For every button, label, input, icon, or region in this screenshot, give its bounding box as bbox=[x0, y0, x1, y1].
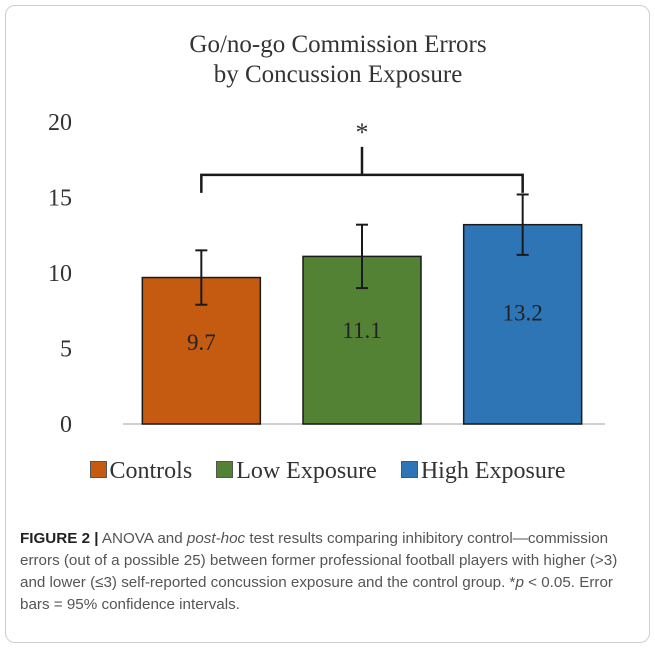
data-label-high-exposure: 13.2 bbox=[503, 300, 543, 325]
chart-title-line-1: Go/no-go Commission Errors bbox=[189, 31, 486, 58]
data-label-low-exposure: 11.1 bbox=[342, 318, 381, 343]
legend-label-low-exposure: Low Exposure bbox=[236, 458, 377, 484]
legend-swatch-low-exposure bbox=[216, 461, 233, 478]
legend-item-high-exposure: High Exposure bbox=[401, 458, 566, 485]
y-tick-label-10: 10 bbox=[48, 261, 72, 287]
figure-label: FIGURE 2 | bbox=[20, 530, 99, 547]
legend-item-low-exposure: Low Exposure bbox=[216, 458, 377, 485]
legend-swatch-high-exposure bbox=[401, 461, 418, 478]
caption-text-1: ANOVA and bbox=[99, 530, 187, 547]
legend-swatch-controls bbox=[90, 461, 107, 478]
legend-label-controls: Controls bbox=[110, 458, 193, 484]
y-tick-label-20: 20 bbox=[48, 110, 72, 136]
y-tick-label-15: 15 bbox=[48, 186, 72, 212]
y-tick-label-0: 0 bbox=[60, 412, 72, 438]
caption-italic-p: p bbox=[515, 574, 523, 591]
significance-marker: * bbox=[356, 118, 369, 147]
bar-chart: Go/no-go Commission Errors by Concussion… bbox=[0, 0, 655, 460]
legend-label-high-exposure: High Exposure bbox=[421, 458, 566, 484]
caption-italic-posthoc: post-hoc bbox=[187, 530, 245, 547]
legend-item-controls: Controls bbox=[90, 458, 193, 485]
significance-bracket bbox=[201, 175, 522, 193]
chart-title-line-2: by Concussion Exposure bbox=[214, 61, 463, 88]
y-tick-label-5: 5 bbox=[60, 337, 72, 363]
data-label-controls: 9.7 bbox=[187, 330, 216, 355]
figure-caption: FIGURE 2 | ANOVA and post-hoc test resul… bbox=[20, 528, 638, 616]
chart-legend: Controls Low Exposure High Exposure bbox=[0, 458, 655, 485]
